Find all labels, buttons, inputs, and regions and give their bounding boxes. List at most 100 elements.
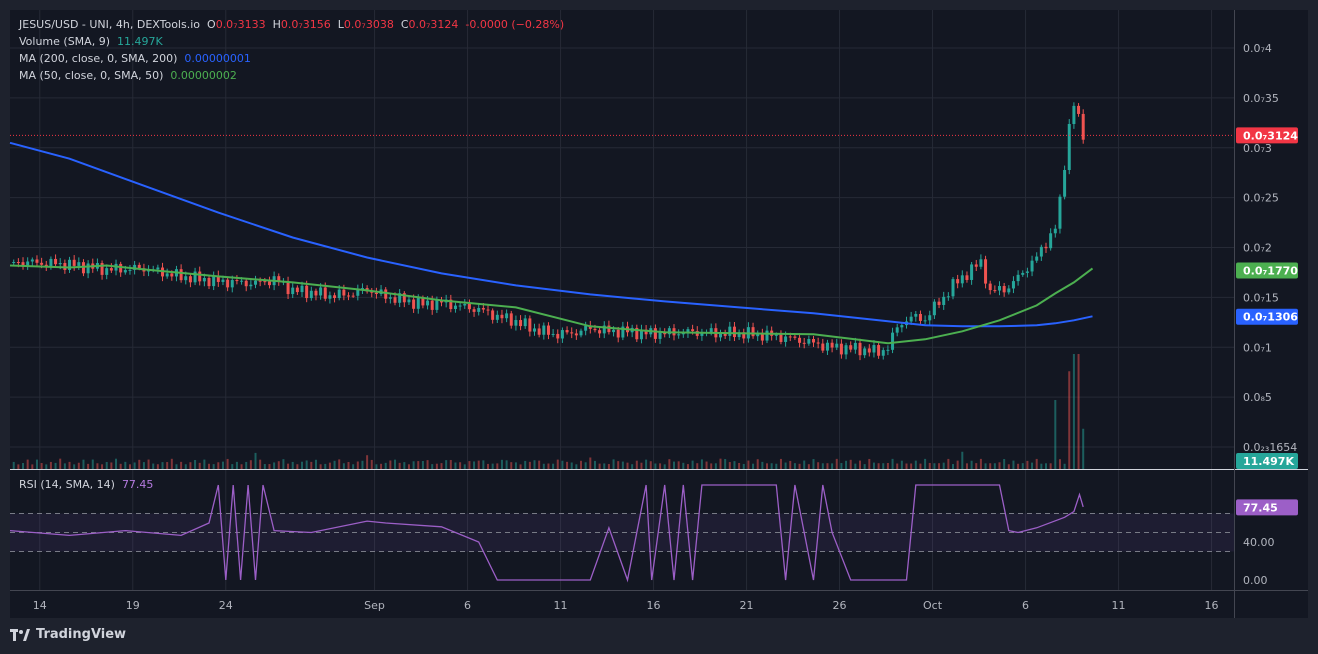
candle-body [533, 328, 537, 332]
volume-bar [607, 464, 610, 469]
candle-body [663, 332, 667, 335]
candle-body [40, 262, 44, 265]
volume-bar [240, 464, 243, 469]
volume-bar [1017, 463, 1020, 469]
candle-body [221, 279, 225, 282]
volume-bar [770, 463, 773, 469]
candle-body [240, 280, 244, 282]
candle-body [337, 289, 341, 299]
volume-legend-value: 11.497K [116, 35, 163, 48]
candle-body [184, 276, 188, 281]
volume-bar [412, 461, 415, 469]
volume-bar [459, 462, 462, 469]
volume-bar [882, 463, 885, 469]
candle-body [612, 329, 616, 333]
volume-bar [375, 464, 378, 469]
volume-bar [965, 463, 968, 469]
candle-body [509, 313, 513, 326]
volume-bar [226, 458, 229, 469]
volume-bar [212, 464, 215, 469]
ma50-legend-row[interactable]: MA (50, close, 0, SMA, 50) 0.00000002 [19, 67, 564, 84]
candle-body [128, 269, 132, 271]
candle-body [435, 299, 439, 310]
rsi-legend-row[interactable]: RSI (14, SMA, 14) 77.45 [19, 478, 153, 491]
volume-bar [970, 460, 973, 469]
price-tick-label: 0.0₇1 [1243, 341, 1272, 354]
candle-body [816, 342, 820, 344]
candle-body [691, 329, 695, 332]
last-price-tag-label: 0.0₇3124 [1243, 129, 1298, 142]
tradingview-brand[interactable]: TradingView [10, 627, 126, 642]
candle-body [570, 332, 574, 334]
volume-bar [156, 464, 159, 469]
volume-bar [640, 462, 643, 469]
volume-bar [575, 464, 578, 469]
candle-body [946, 296, 950, 298]
candle-body [360, 288, 364, 290]
volume-legend-row[interactable]: Volume (SMA, 9) 11.497K [19, 33, 564, 50]
candle-body [858, 342, 862, 356]
candle-body [1030, 260, 1034, 272]
candle-body [458, 305, 462, 307]
candle-body [188, 276, 192, 283]
volume-bar [421, 460, 424, 469]
ma200-legend-label: MA (200, close, 0, SMA, 200) [19, 52, 178, 65]
volume-bar [812, 459, 815, 469]
candle-body [658, 332, 662, 339]
candle-body [156, 267, 160, 270]
volume-bar [682, 462, 685, 469]
candle-body [984, 259, 988, 284]
volume-bar [105, 462, 108, 469]
candle-body [58, 263, 62, 265]
volume-bar [872, 462, 875, 469]
symbol-label[interactable]: JESUS/USD - UNI, 4h, DEXTools.io [19, 18, 201, 31]
volume-bar [1045, 463, 1048, 469]
volume-bar [45, 464, 48, 469]
volume-bar [221, 461, 224, 469]
rsi-legend-label: RSI (14, SMA, 14) [19, 478, 115, 491]
candle-body [788, 336, 792, 338]
volume-bar [947, 458, 950, 469]
volume-bar [87, 463, 90, 469]
volume-bar [742, 463, 745, 469]
candle-body [574, 333, 578, 336]
candle-body [1063, 169, 1067, 197]
volume-bar [686, 464, 689, 469]
candle-body [495, 314, 499, 320]
volume-bar [263, 464, 266, 469]
volume-bar [798, 463, 801, 469]
candle-body [779, 334, 783, 342]
volume-bar [886, 463, 889, 469]
candle-body [1049, 233, 1053, 249]
volume-bar [310, 461, 313, 469]
candle-body [449, 299, 453, 310]
volume-bar [845, 460, 848, 469]
volume-bar [849, 459, 852, 469]
candle-body [323, 287, 327, 299]
candle-body [784, 336, 788, 342]
candle-body [207, 277, 211, 287]
candle-body [54, 258, 58, 265]
candle-body [914, 313, 918, 317]
candle-body [416, 298, 420, 309]
candle-body [1077, 105, 1081, 114]
candle-body [1007, 288, 1011, 293]
candle-body [644, 329, 648, 335]
volume-bar [119, 463, 122, 469]
volume-bar [417, 461, 420, 469]
candle-body [732, 326, 736, 338]
candle-body [616, 329, 620, 338]
candle-body [588, 325, 592, 329]
candle-body [170, 273, 174, 277]
candle-body [402, 293, 406, 303]
rsi-tick-label: 40.00 [1243, 536, 1275, 549]
volume-bar [621, 461, 624, 469]
rsi-tag-bg [1236, 499, 1298, 516]
ma200-legend-row[interactable]: MA (200, close, 0, SMA, 200) 0.00000001 [19, 50, 564, 67]
volume-bar [254, 452, 257, 469]
candle-body [877, 345, 881, 356]
candle-body [546, 325, 550, 335]
candle-body [388, 297, 392, 299]
volume-bar [496, 463, 499, 469]
